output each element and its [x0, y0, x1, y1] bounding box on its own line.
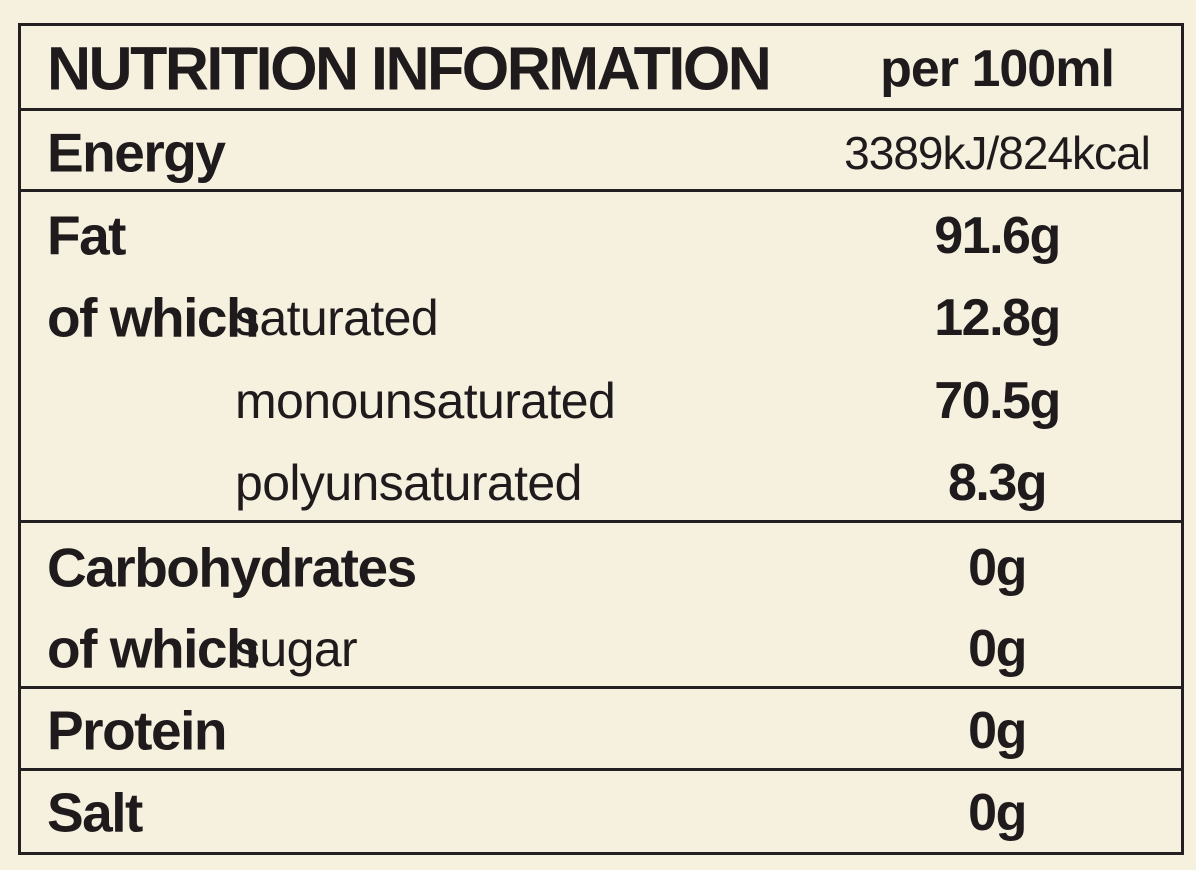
nutrient-value-polyunsaturated: 8.3g	[947, 454, 1048, 512]
nutrient-name-energy: Energy	[47, 121, 226, 184]
per-unit-label: per 100ml	[880, 40, 1115, 98]
nutrient-value-energy: 3389kJ/824kcal	[844, 127, 1151, 179]
nutrient-value-fat: 91.6g	[934, 207, 1061, 265]
nutrition-label: NUTRITION INFORMATION per 100ml Energy 3…	[18, 23, 1184, 855]
nutrient-name-protein: Protein	[47, 699, 227, 762]
nutrient-value-saturated: 12.8g	[934, 289, 1061, 347]
divider	[21, 189, 1181, 192]
of-which-label: of which	[47, 617, 260, 680]
nutrient-row-monounsaturated: monounsaturated 70.5g	[21, 361, 1181, 441]
divider	[21, 520, 1181, 523]
nutrient-value-sugar: 0g	[968, 620, 1027, 678]
nutrient-name-carbohydrates: Carbohydrates	[47, 536, 417, 599]
nutrient-row-saturated: of which saturated 12.8g	[21, 278, 1181, 358]
nutrient-name-fat: Fat	[47, 204, 127, 267]
nutrient-row-salt: Salt 0g	[21, 773, 1181, 853]
nutrient-value-monounsaturated: 70.5g	[934, 372, 1061, 430]
divider	[21, 686, 1181, 689]
divider	[21, 108, 1181, 111]
nutrient-value-carbohydrates: 0g	[968, 539, 1027, 597]
nutrient-row-energy: Energy 3389kJ/824kcal	[21, 113, 1181, 193]
nutrient-row-carbohydrates: Carbohydrates 0g	[21, 528, 1181, 608]
nutrition-title: NUTRITION INFORMATION	[47, 34, 772, 103]
of-which-label: of which	[47, 286, 260, 349]
nutrient-row-polyunsaturated: polyunsaturated 8.3g	[21, 443, 1181, 523]
nutrient-value-protein: 0g	[968, 702, 1027, 760]
nutrient-name-monounsaturated: monounsaturated	[235, 373, 616, 429]
nutrient-name-polyunsaturated: polyunsaturated	[235, 455, 582, 511]
nutrient-row-sugar: of which sugar 0g	[21, 609, 1181, 689]
nutrient-row-protein: Protein 0g	[21, 691, 1181, 771]
nutrient-row-fat: Fat 91.6g	[21, 196, 1181, 276]
nutrient-name-sugar: sugar	[235, 621, 358, 677]
nutrient-value-salt: 0g	[968, 784, 1027, 842]
nutrient-name-salt: Salt	[47, 781, 143, 844]
nutrient-name-saturated: saturated	[235, 290, 439, 346]
header-row: NUTRITION INFORMATION per 100ml	[21, 29, 1181, 109]
divider	[21, 768, 1181, 771]
